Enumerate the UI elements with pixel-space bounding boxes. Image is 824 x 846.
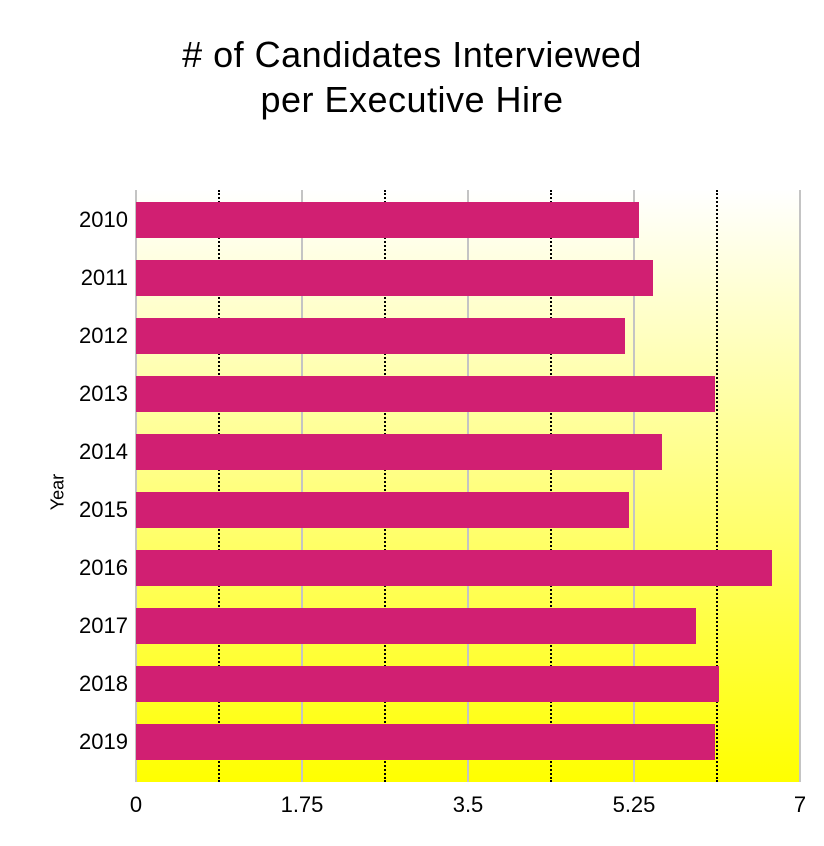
y-tick-label: 2015 [58,497,128,523]
bar [136,376,715,412]
y-tick-label: 2013 [58,381,128,407]
bar [136,666,719,702]
grid-major [799,190,801,782]
bar [136,318,625,354]
x-tick-label: 1.75 [281,792,324,818]
x-tick-label: 3.5 [453,792,484,818]
x-tick-label: 7 [794,792,806,818]
bar [136,434,662,470]
y-tick-label: 2018 [58,671,128,697]
bar [136,724,715,760]
y-tick-label: 2017 [58,613,128,639]
y-tick-label: 2011 [58,265,128,291]
chart-title: # of Candidates Interviewed per Executiv… [0,32,824,122]
bar [136,202,639,238]
bar [136,492,629,528]
y-tick-label: 2019 [58,729,128,755]
bar [136,550,772,586]
bar [136,260,653,296]
y-tick-label: 2014 [58,439,128,465]
chart-title-line2: per Executive Hire [260,79,563,120]
x-tick-label: 0 [130,792,142,818]
y-tick-label: 2012 [58,323,128,349]
chart-container: { "title": { "line1": "# of Candidates I… [0,32,824,846]
chart-title-line1: # of Candidates Interviewed [182,34,642,75]
y-tick-label: 2010 [58,207,128,233]
bar [136,608,696,644]
x-tick-label: 5.25 [613,792,656,818]
plot-area [136,190,800,782]
y-tick-label: 2016 [58,555,128,581]
